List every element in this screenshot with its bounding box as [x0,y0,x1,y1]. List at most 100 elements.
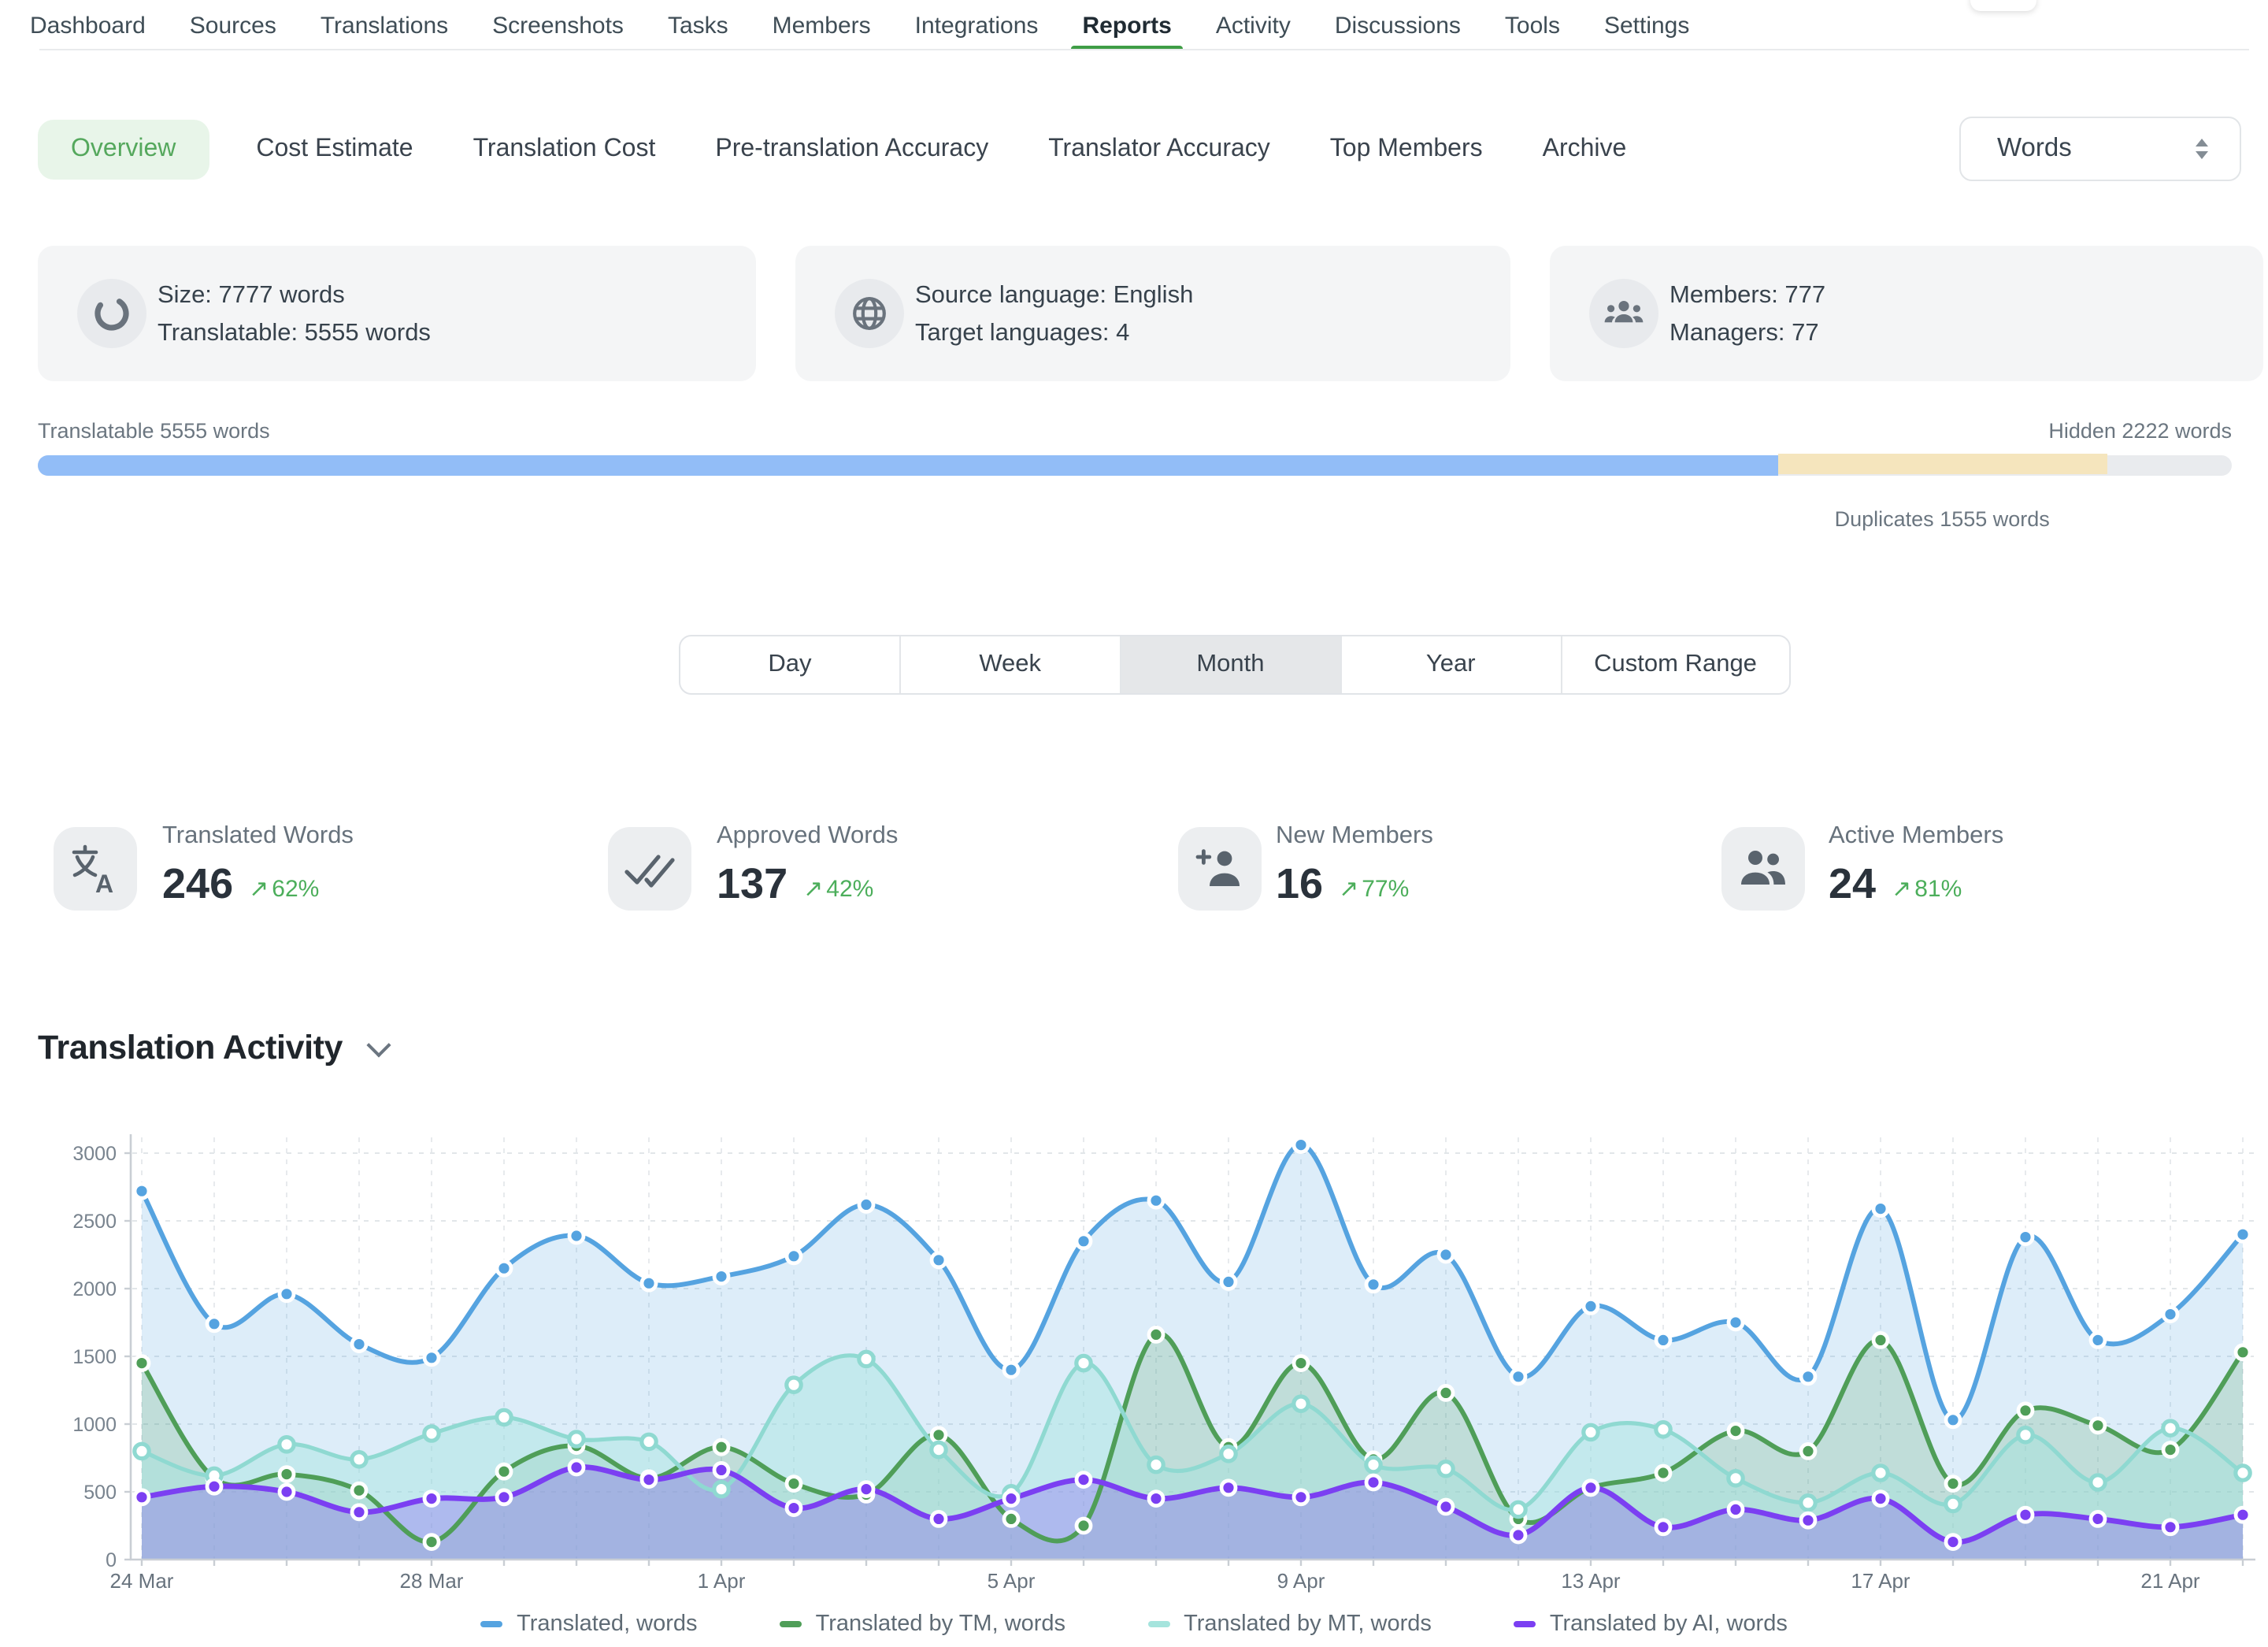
data-point[interactable] [424,1426,439,1441]
data-point[interactable] [932,1442,946,1456]
report-tab-translator-accuracy[interactable]: Translator Accuracy [1048,135,1270,163]
data-point[interactable] [1801,1496,1815,1510]
data-point[interactable] [714,1482,728,1496]
data-point[interactable] [1439,1500,1453,1514]
report-tab-top-members[interactable]: Top Members [1330,135,1483,163]
data-point[interactable] [135,1490,149,1504]
data-point[interactable] [1439,1462,1453,1476]
data-point[interactable] [2236,1508,2250,1522]
data-point[interactable] [2091,1512,2105,1526]
data-point[interactable] [1221,1447,1236,1461]
legend-item-translated[interactable]: Translated, words [480,1612,697,1637]
data-point[interactable] [1221,1481,1236,1495]
data-point[interactable] [714,1440,728,1454]
data-point[interactable] [642,1473,656,1487]
data-point[interactable] [2236,1466,2250,1480]
data-point[interactable] [859,1352,873,1366]
data-point[interactable] [1946,1413,1960,1427]
data-point[interactable] [424,1535,439,1549]
data-point[interactable] [1584,1425,1598,1439]
data-point[interactable] [1294,1356,1308,1371]
data-point[interactable] [642,1276,656,1290]
data-point[interactable] [135,1184,149,1198]
data-point[interactable] [2236,1345,2250,1360]
data-point[interactable] [569,1229,584,1243]
data-point[interactable] [1801,1513,1815,1527]
data-point[interactable] [1873,1202,1888,1216]
range-tab-month[interactable]: Month [1121,636,1342,693]
data-point[interactable] [714,1270,728,1284]
legend-item-translated-by-tm[interactable]: Translated by TM, words [780,1612,1066,1637]
chevron-down-icon[interactable] [366,1033,391,1057]
data-point[interactable] [1149,1457,1163,1471]
data-point[interactable] [1077,1356,1091,1370]
data-point[interactable] [1873,1333,1888,1347]
data-point[interactable] [2091,1419,2105,1433]
nav-item-screenshots[interactable]: Screenshots [470,0,646,50]
data-point[interactable] [1511,1370,1525,1384]
report-tab-archive[interactable]: Archive [1543,135,1627,163]
data-point[interactable] [1004,1512,1018,1526]
data-point[interactable] [1511,1502,1525,1516]
data-point[interactable] [1584,1299,1598,1313]
data-point[interactable] [569,1432,584,1446]
data-point[interactable] [932,1428,946,1442]
data-point[interactable] [2236,1227,2250,1241]
legend-item-translated-by-ai[interactable]: Translated by AI, words [1514,1612,1788,1637]
nav-item-reports[interactable]: Reports [1060,0,1193,50]
data-point[interactable] [2018,1508,2033,1522]
data-point[interactable] [787,1501,801,1515]
nav-item-discussions[interactable]: Discussions [1313,0,1483,50]
data-point[interactable] [1801,1370,1815,1384]
nav-item-dashboard[interactable]: Dashboard [30,0,168,50]
data-point[interactable] [1221,1274,1236,1289]
data-point[interactable] [1004,1363,1018,1377]
data-point[interactable] [1729,1315,1743,1330]
nav-item-translations[interactable]: Translations [298,0,470,50]
range-tab-week[interactable]: Week [901,636,1121,693]
data-point[interactable] [859,1197,873,1211]
data-point[interactable] [787,1477,801,1491]
data-point[interactable] [1656,1423,1670,1437]
data-point[interactable] [642,1434,656,1449]
data-point[interactable] [1294,1490,1308,1504]
nav-item-sources[interactable]: Sources [168,0,298,50]
nav-item-settings[interactable]: Settings [1582,0,1711,50]
data-point[interactable] [280,1485,294,1499]
data-point[interactable] [859,1482,873,1497]
nav-item-tasks[interactable]: Tasks [646,0,750,50]
nav-item-tools[interactable]: Tools [1483,0,1582,50]
data-point[interactable] [352,1483,366,1497]
data-point[interactable] [1077,1473,1091,1487]
data-point[interactable] [207,1317,221,1331]
data-point[interactable] [497,1490,511,1504]
data-point[interactable] [932,1253,946,1267]
data-point[interactable] [1656,1333,1670,1347]
data-point[interactable] [1294,1138,1308,1152]
report-tab-cost-estimate[interactable]: Cost Estimate [256,135,413,163]
data-point[interactable] [1004,1492,1018,1506]
range-tab-custom-range[interactable]: Custom Range [1562,636,1789,693]
data-point[interactable] [1077,1519,1091,1533]
data-point[interactable] [1801,1444,1815,1458]
data-point[interactable] [424,1492,439,1506]
data-point[interactable] [1366,1457,1380,1471]
nav-item-integrations[interactable]: Integrations [893,0,1061,50]
data-point[interactable] [2018,1404,2033,1418]
data-point[interactable] [2018,1230,2033,1245]
data-point[interactable] [1149,1193,1163,1207]
range-tab-year[interactable]: Year [1341,636,1562,693]
data-point[interactable] [497,1464,511,1478]
data-point[interactable] [1656,1520,1670,1534]
data-point[interactable] [2163,1443,2177,1457]
data-point[interactable] [1366,1475,1380,1489]
data-point[interactable] [352,1337,366,1352]
report-tab-pre-translation-accuracy[interactable]: Pre-translation Accuracy [715,135,988,163]
nav-item-activity[interactable]: Activity [1194,0,1313,50]
data-point[interactable] [1946,1477,1960,1491]
data-point[interactable] [1946,1535,1960,1549]
data-point[interactable] [1656,1466,1670,1480]
data-point[interactable] [1077,1234,1091,1248]
data-point[interactable] [932,1512,946,1526]
data-point[interactable] [569,1460,584,1475]
